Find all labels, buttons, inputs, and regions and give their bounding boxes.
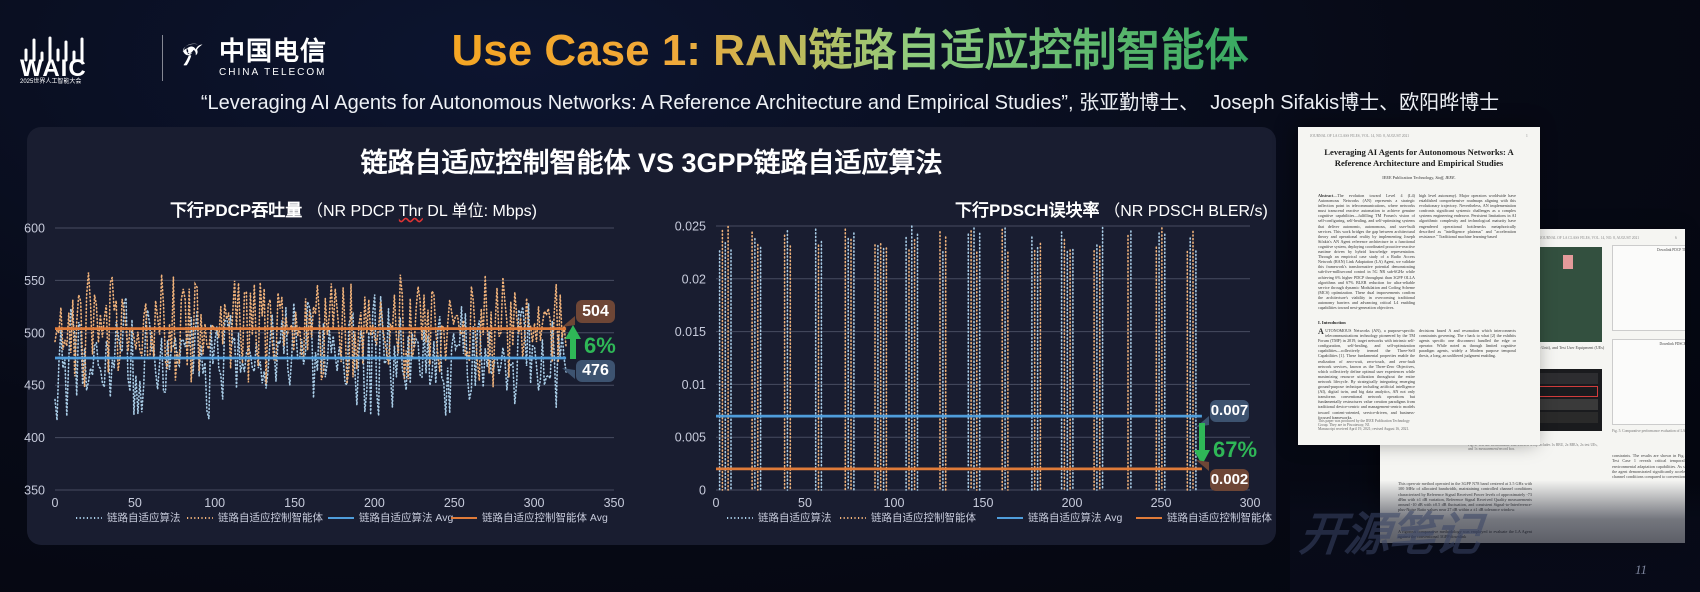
- svg-text:2025世界人工智能大会: 2025世界人工智能大会: [20, 77, 81, 85]
